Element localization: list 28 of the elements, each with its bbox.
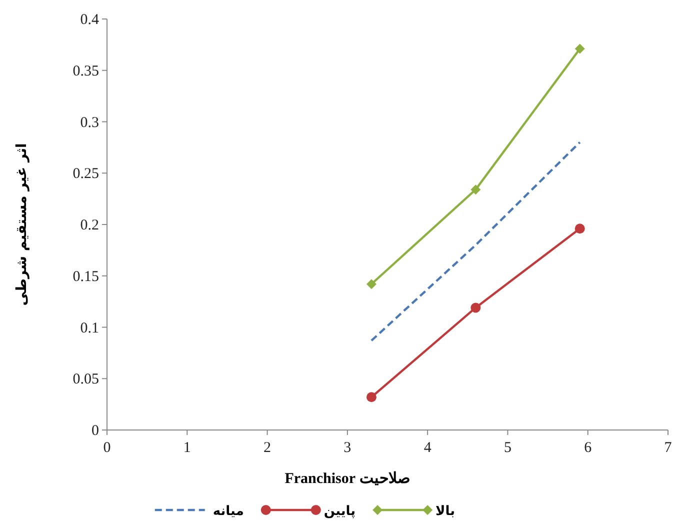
x-tick-label: 4: [424, 440, 432, 456]
y-tick-label: 0.15: [72, 268, 99, 285]
legend-label: بالا: [436, 504, 455, 519]
x-tick-label: 0: [103, 440, 111, 456]
x-tick-label: 2: [264, 440, 272, 456]
x-tick-label: 6: [584, 440, 592, 456]
y-tick-label: 0.35: [72, 63, 99, 80]
legend-label: پایین: [324, 504, 356, 519]
point: [574, 44, 585, 54]
y-tick-label: 0.3: [80, 114, 99, 131]
y-tick-label: 0.1: [80, 320, 99, 336]
x-tick-label: 1: [183, 440, 191, 456]
x-tick-label: 7: [664, 440, 672, 456]
y-tick-label: 0.4: [80, 12, 100, 28]
y-axis-title: اثر غیر مستقیم شرطی: [14, 143, 30, 306]
y-tick-label: 0.05: [72, 372, 99, 388]
x-axis-title: صلاحیت Franchisor: [284, 471, 410, 487]
y-tick-label: 0: [92, 423, 99, 439]
y-tick-label: 0.2: [80, 218, 99, 234]
point: [574, 224, 585, 234]
point: [470, 184, 481, 195]
point: [366, 392, 376, 402]
legend-label: میانه: [212, 504, 244, 519]
point: [366, 279, 376, 290]
x-tick-label: 3: [344, 440, 352, 456]
x-tick-label: 5: [504, 440, 512, 456]
y-tick-label: 0.25: [72, 166, 99, 182]
point: [470, 302, 481, 313]
